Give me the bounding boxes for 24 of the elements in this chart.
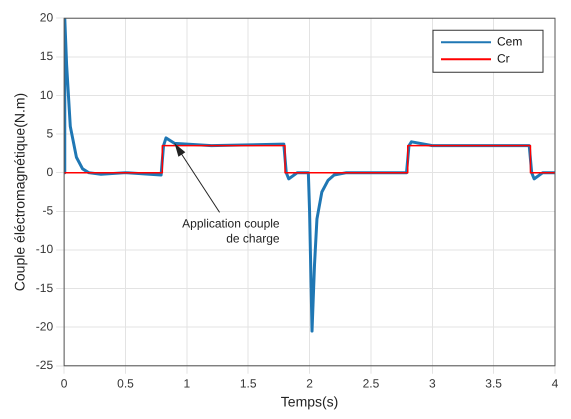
x-tick-label: 2.5: [362, 376, 380, 390]
x-tick-label: 1: [184, 376, 191, 390]
x-tick-label: 3: [428, 376, 436, 390]
y-tick-label: 20: [40, 10, 54, 25]
x-axis-title: Temps(s): [280, 393, 338, 410]
y-tick-label: 5: [46, 126, 54, 140]
y-tick-label: -5: [42, 204, 54, 218]
y-tick-label: -10: [36, 242, 54, 256]
y-tick-label: -20: [36, 319, 54, 334]
x-tick-label: 3.5: [485, 376, 502, 390]
legend-label: Cem: [497, 34, 522, 49]
x-tick-label: 0.5: [117, 376, 134, 390]
y-tick-label: -25: [36, 358, 54, 372]
legend-label: Cr: [497, 52, 510, 66]
x-tick-label: 1.5: [240, 376, 257, 390]
y-tick-label: 10: [40, 88, 54, 102]
y-tick-label: 15: [40, 49, 54, 64]
annotation: Application couple de charge: [182, 216, 280, 246]
x-tick-label: 4: [552, 376, 559, 390]
y-tick-label: 0: [46, 165, 54, 179]
x-tick-label: 2: [306, 376, 314, 390]
y-axis-title: Couple éléctromagnétique(N.m): [11, 92, 28, 292]
x-tick-label: 0: [60, 376, 68, 390]
y-tick-label: -15: [36, 280, 54, 295]
